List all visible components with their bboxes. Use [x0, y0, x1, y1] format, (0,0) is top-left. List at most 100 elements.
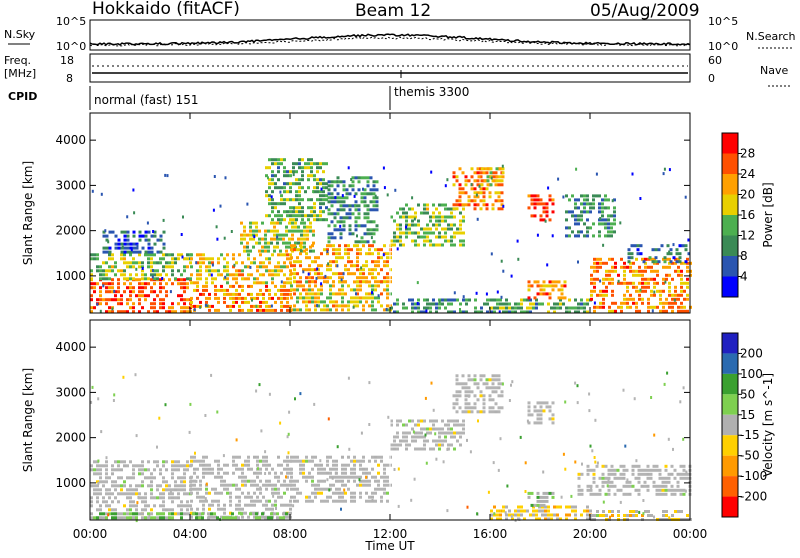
data-cell	[292, 504, 295, 508]
data-cell	[341, 467, 344, 471]
data-cell	[596, 461, 599, 465]
data-cell	[323, 304, 326, 308]
data-cell	[265, 194, 268, 198]
data-cell	[494, 183, 498, 187]
data-cell	[447, 215, 450, 219]
data-cell	[311, 280, 314, 284]
data-cell	[105, 500, 108, 504]
data-cell	[362, 483, 365, 487]
data-cell	[253, 479, 256, 483]
data-cell	[97, 481, 100, 485]
data-cell	[626, 514, 629, 517]
data-cell	[274, 284, 277, 288]
data-cell	[93, 290, 96, 294]
data-cell	[372, 208, 376, 212]
data-cell	[294, 397, 296, 401]
data-cell	[456, 231, 459, 235]
data-cell	[93, 286, 96, 290]
data-cell	[285, 475, 287, 479]
data-cell	[659, 309, 662, 313]
data-cell	[168, 492, 171, 496]
station-title: Hokkaido (fitACF)	[92, 0, 240, 19]
data-cell	[208, 463, 211, 467]
data-cell	[108, 286, 111, 290]
data-cell	[277, 495, 280, 499]
data-cell	[499, 513, 502, 517]
data-cell	[267, 176, 269, 180]
data-cell	[165, 484, 168, 488]
data-cell	[548, 218, 552, 222]
data-cell	[136, 244, 139, 248]
data-cell	[668, 168, 671, 172]
data-cell	[609, 515, 611, 519]
data-cell	[201, 512, 204, 516]
data-cell	[217, 269, 220, 273]
data-cell	[533, 405, 537, 409]
data-cell	[230, 230, 233, 233]
data-cell	[306, 229, 309, 233]
data-cell	[599, 301, 602, 305]
data-cell	[129, 261, 132, 265]
data-cell	[502, 302, 505, 306]
data-cell	[556, 517, 559, 521]
data-cell	[277, 463, 280, 467]
data-cell	[646, 488, 650, 492]
data-cell	[316, 162, 319, 166]
data-cell	[593, 301, 596, 305]
data-cell	[345, 216, 349, 220]
data-cell	[311, 459, 314, 463]
data-cell	[510, 383, 512, 387]
data-cell	[327, 184, 331, 188]
data-cell	[291, 229, 294, 233]
data-cell	[190, 479, 193, 483]
data-cell	[195, 512, 198, 516]
data-cell	[629, 265, 632, 269]
data-cell	[344, 292, 347, 296]
data-cell	[232, 277, 235, 281]
data-cell	[314, 304, 317, 308]
data-cell	[666, 244, 670, 248]
data-cell	[565, 306, 568, 310]
data-cell	[580, 230, 583, 234]
data-cell	[190, 265, 193, 269]
data-cell	[499, 306, 502, 310]
data-cell	[327, 188, 331, 192]
data-cell	[214, 459, 217, 463]
data-cell	[240, 233, 243, 237]
data-cell	[195, 479, 198, 483]
data-cell	[665, 277, 668, 281]
data-cell	[271, 273, 274, 277]
data-cell	[323, 280, 326, 284]
data-cell	[308, 292, 311, 296]
data-cell	[96, 484, 99, 488]
data-cell	[289, 261, 292, 265]
data-cell	[447, 423, 450, 427]
data-cell	[147, 265, 150, 269]
data-cell	[452, 207, 456, 211]
data-cell	[601, 206, 604, 210]
data-cell	[214, 308, 217, 312]
data-cell	[641, 273, 644, 277]
data-cell	[317, 272, 320, 276]
data-cell	[356, 475, 359, 479]
data-cell	[276, 233, 279, 237]
data-cell	[99, 265, 102, 269]
data-cell	[327, 262, 330, 266]
data-cell	[374, 284, 377, 288]
data-cell	[117, 516, 120, 520]
data-cell	[604, 234, 607, 238]
data-cell	[677, 510, 680, 513]
data-cell	[186, 508, 189, 512]
data-cell	[413, 217, 416, 221]
data-cell	[468, 394, 470, 398]
data-cell	[653, 277, 656, 281]
data-cell	[637, 468, 641, 472]
data-cell	[150, 273, 153, 277]
data-cell	[279, 249, 282, 253]
data-cell	[138, 484, 141, 488]
data-cell	[602, 293, 605, 297]
data-cell	[153, 476, 156, 480]
data-cell	[656, 305, 659, 309]
data-cell	[641, 301, 644, 305]
data-cell	[504, 511, 507, 515]
